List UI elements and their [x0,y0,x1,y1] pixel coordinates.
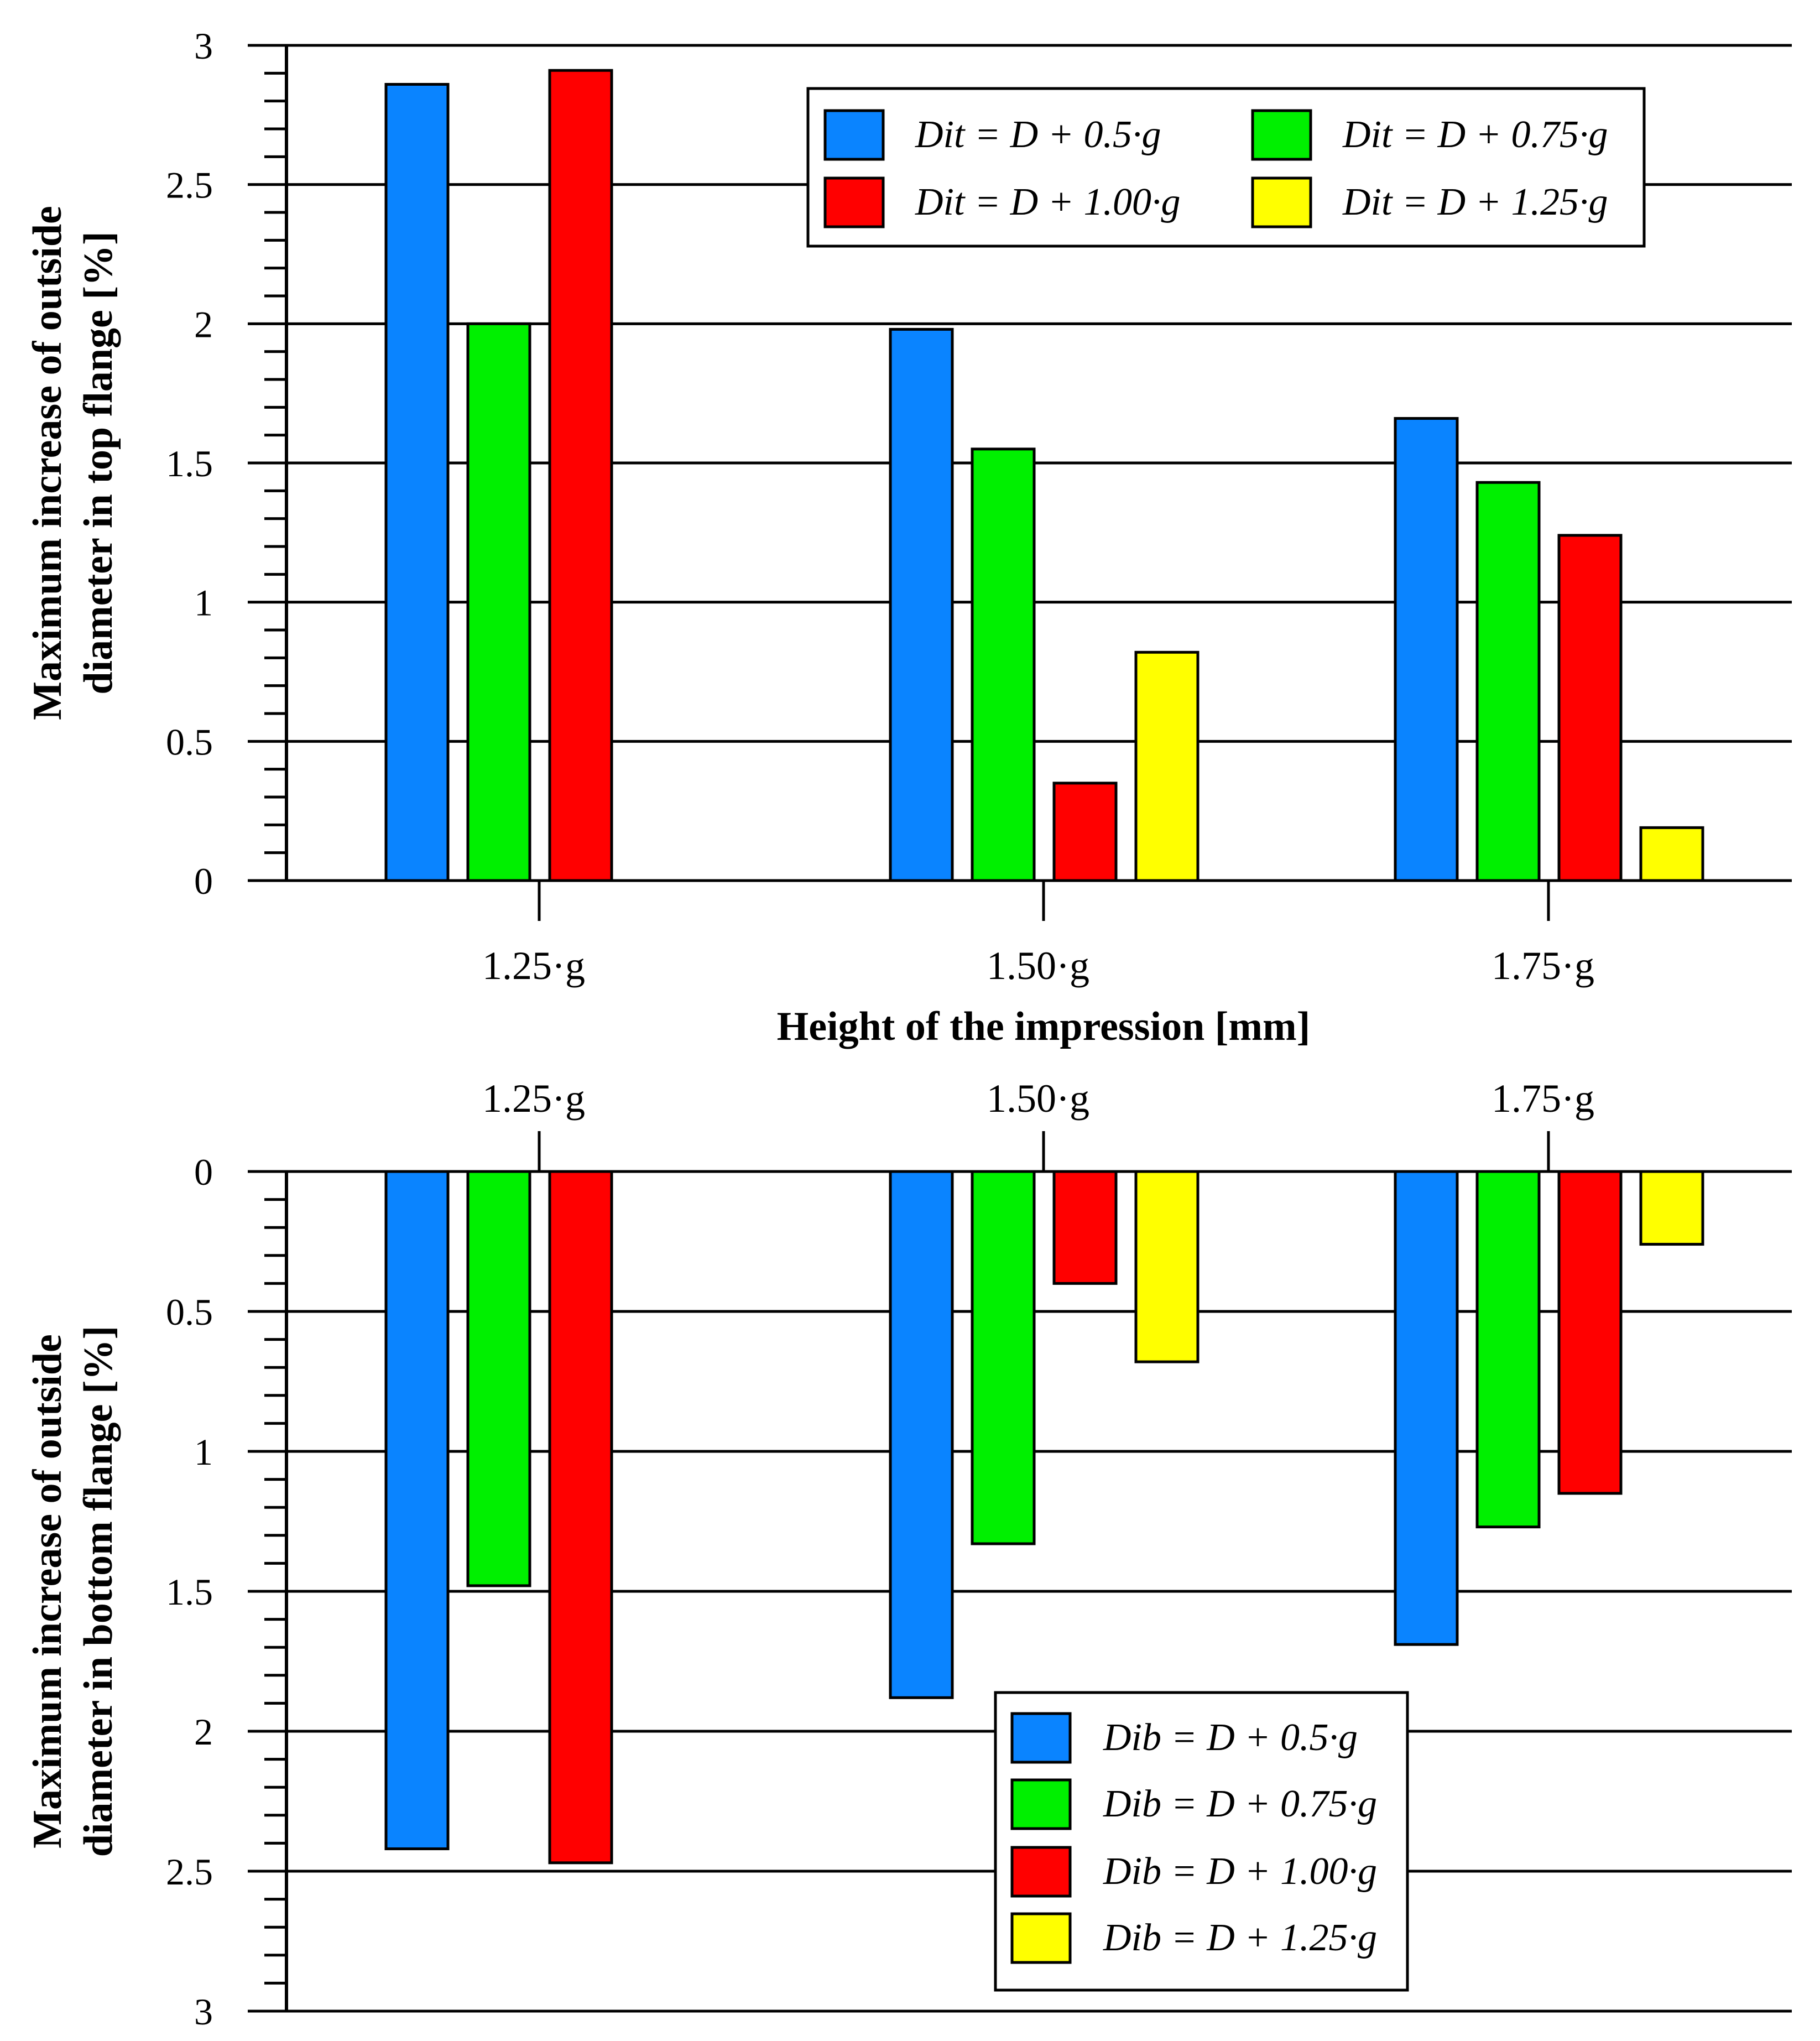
y-axis-title-line: diameter in top flange [%] [76,231,121,694]
legend-label: Dib = D + 1.00·g [1103,1850,1377,1893]
y-tick-label: 0.5 [166,1291,213,1333]
y-axis-title: Maximum increase of outside diameter in b… [25,1326,121,1857]
legend-label: Dit = D + 0.5·g [915,113,1161,156]
bar-red-3 [1557,1170,1623,1495]
legend-box [806,87,1646,248]
bar-green-2 [971,447,1036,882]
y-tick-label: 3 [194,1991,213,2033]
y-tick-label: 1 [194,582,213,624]
y-tick-label: 2.5 [166,164,213,206]
legend-label: Dit = D + 1.00·g [915,181,1180,223]
bar-yellow-3 [1639,1170,1704,1246]
y-tick-label: 1 [194,1431,213,1473]
x-tick-label: 1.50·g [987,1076,1089,1121]
y-tick-label: 1.5 [166,442,213,485]
bar-green-1 [466,1170,531,1587]
bar-blue-2 [889,327,954,882]
legend-label: Dit = D + 0.75·g [1342,113,1608,156]
y-tick-label: 0 [194,1151,213,1193]
legend-swatch-red [1010,1846,1072,1898]
legend-swatch-yellow [1251,176,1312,228]
bar-blue-2 [889,1170,954,1699]
x-tick-label: 1.75·g [1492,1076,1594,1121]
bar-yellow-3 [1639,826,1704,882]
bar-green-3 [1475,1170,1541,1529]
bar-blue-3 [1394,1170,1459,1646]
x-axis-title: Height of the impression [mm] [777,1004,1311,1049]
y-axis-title-line: Maximum increase of outside [25,1334,70,1849]
x-tick-label: 1.25·g [482,944,585,988]
bar-red-1 [548,69,613,882]
y-tick-label: 0.5 [166,721,213,763]
x-tick-label: 1.25·g [482,1076,585,1121]
bar-green-1 [466,322,531,882]
bar-yellow-2 [1134,650,1200,882]
x-tick-label: 1.75·g [1492,944,1594,988]
bar-red-3 [1557,534,1623,882]
y-tick-label: 2 [194,1711,213,1753]
legend-swatch-red [823,176,885,228]
x-tick-label: 1.50·g [987,944,1089,988]
bar-blue-3 [1394,416,1459,882]
y-tick-label: 3 [194,25,213,67]
bar-blue-1 [384,1170,450,1851]
y-axis-title-line: diameter in bottom flange [%] [76,1326,121,1857]
legend-label: Dib = D + 1.25·g [1103,1917,1377,1959]
bar-yellow-2 [1134,1170,1200,1363]
bar-green-3 [1475,481,1541,882]
bottom-flange-chart: 0 0.5 1 1.5 2 2.5 3 1.25·g 1.50·g 1.75·g Maximum i… [25,1076,1792,2033]
bar-green-2 [971,1170,1036,1545]
y-axis-title-line: Maximum increase of outside [25,206,70,720]
bar-red-2 [1052,1170,1118,1285]
bar-red-2 [1052,782,1118,882]
y-tick-label: 2.5 [166,1851,213,1893]
legend-swatch-blue [823,109,885,161]
legend-label: Dib = D + 0.5·g [1103,1716,1358,1759]
y-tick-label: 2 [194,303,213,345]
legend-swatch-yellow [1010,1912,1072,1964]
legend-swatch-blue [1010,1712,1072,1764]
bar-blue-1 [384,82,450,882]
top-flange-chart: 0 0.5 1 1.5 2 2.5 3 1.25·g 1.50·g 1.75·g Maximum i… [25,25,1792,1049]
bar-red-1 [548,1170,613,1865]
legend-label: Dit = D + 1.25·g [1342,181,1608,223]
legend-label: Dib = D + 0.75·g [1103,1783,1377,1825]
legend-swatch-green [1251,109,1312,161]
y-tick-label: 1.5 [166,1571,213,1613]
y-axis-title: Maximum increase of outside diameter in t… [25,206,121,720]
y-tick-label: 0 [194,860,213,902]
legend-swatch-green [1010,1778,1072,1830]
